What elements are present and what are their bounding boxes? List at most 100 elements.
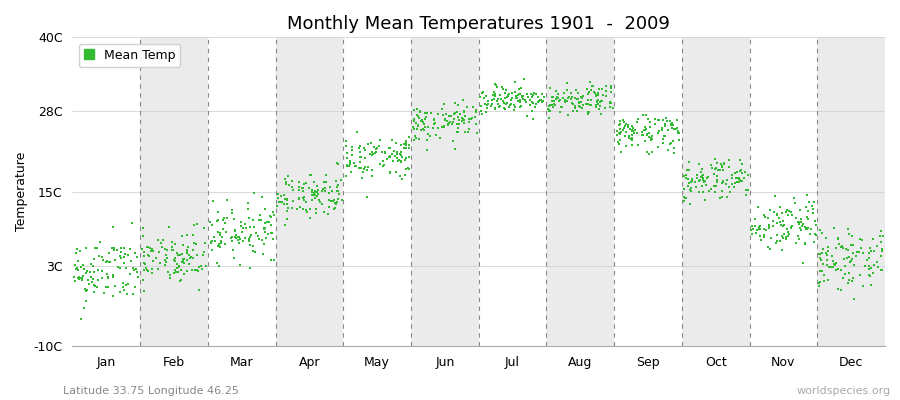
Point [846,242,860,248]
Point [695,183,709,190]
Point [295,188,310,194]
Point [761,244,776,250]
Point [785,211,799,218]
Point [163,275,177,282]
Point [640,132,654,139]
Point [242,224,256,230]
Point [580,85,594,92]
Point [138,267,152,274]
Point [751,204,765,210]
Point [162,224,176,230]
Point [348,163,363,170]
Point [736,175,751,182]
Point [665,121,680,128]
Point [123,246,138,252]
Point [526,116,540,122]
Point [550,94,564,100]
Point [575,105,590,111]
Point [144,270,158,276]
Point [406,124,420,131]
Point [489,91,503,98]
Point [570,96,584,102]
Point [688,179,703,186]
Point [762,223,777,229]
Point [862,272,877,278]
Point [618,132,633,139]
Point [452,121,466,127]
Point [561,95,575,101]
Point [502,103,517,110]
Point [665,125,680,132]
Point [255,194,269,200]
Point [137,260,151,266]
Point [625,132,639,138]
Point [707,156,722,162]
Point [816,272,831,278]
Point [170,264,184,271]
Point [582,102,597,108]
Point [806,239,821,245]
Point [451,129,465,135]
Point [788,200,802,206]
Bar [208,37,275,346]
Point [137,253,151,260]
Point [654,127,669,134]
Bar [343,37,411,346]
Point [560,86,574,93]
Point [752,222,767,229]
Point [722,184,736,190]
Point [772,219,787,226]
Point [407,137,421,144]
Point [190,267,204,273]
Point [420,110,435,116]
Point [173,252,187,258]
Point [394,158,409,165]
Point [241,215,256,222]
Point [261,231,275,238]
Point [79,288,94,294]
Point [806,206,821,212]
Point [749,230,763,236]
Point [114,249,129,256]
Point [195,252,210,258]
Point [305,197,320,204]
Point [842,270,857,276]
Point [701,174,716,181]
Point [295,195,310,202]
Point [244,232,258,238]
Point [802,199,816,205]
Point [796,260,810,266]
Point [589,93,603,100]
Point [331,161,346,167]
Point [831,235,845,241]
Point [172,264,186,270]
Point [494,96,508,102]
Point [847,262,861,268]
Point [508,89,523,95]
Point [172,263,186,269]
Point [554,103,569,110]
Point [462,116,476,122]
Point [479,93,493,99]
Point [698,178,712,184]
Point [100,271,114,277]
Point [875,267,889,274]
Point [800,192,814,198]
Point [99,259,113,265]
Point [794,216,808,222]
Point [264,214,278,220]
Point [86,269,101,276]
Point [400,138,414,144]
Point [595,86,609,92]
Point [788,240,803,246]
Point [473,103,488,109]
Point [761,225,776,231]
Point [462,126,476,132]
Point [458,129,473,136]
Point [672,130,687,136]
Point [460,104,474,110]
Point [112,264,127,271]
Point [705,186,719,192]
Point [118,251,132,257]
Point [816,277,831,284]
